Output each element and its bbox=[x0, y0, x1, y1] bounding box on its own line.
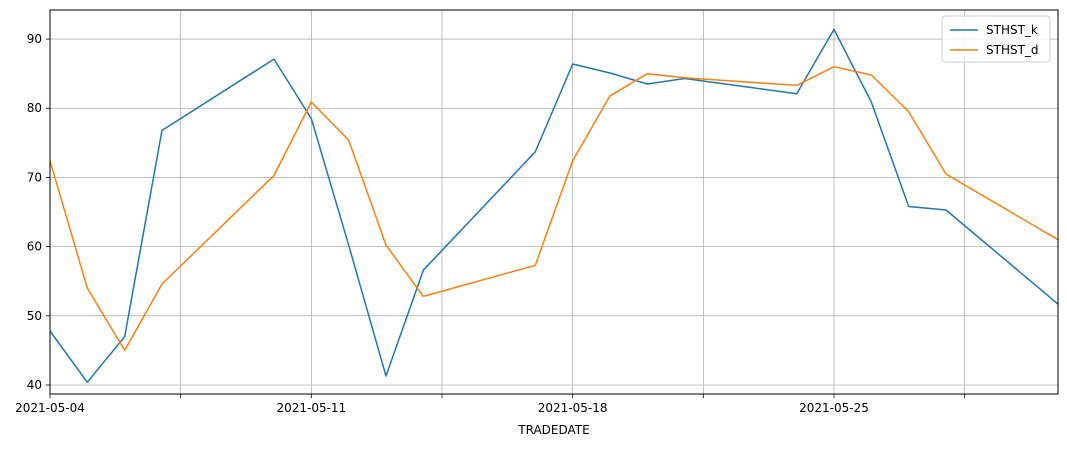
y-axis: 40 50 60 70 80 90 bbox=[27, 32, 50, 392]
x-axis: 2021-05-04 2021-05-11 2021-05-18 2021-05-25 bbox=[15, 394, 966, 415]
series-line-sthst-k bbox=[49, 28, 1059, 383]
y-tick-label: 50 bbox=[27, 309, 42, 323]
y-tick-label: 90 bbox=[27, 32, 42, 46]
x-axis-label: TRADEDATE bbox=[517, 423, 589, 437]
legend-label: STHST_k bbox=[986, 23, 1038, 37]
y-tick-label: 70 bbox=[27, 170, 42, 184]
legend-label: STHST_d bbox=[986, 43, 1039, 57]
series-layer bbox=[49, 28, 1059, 383]
legend: STHST_k STHST_d bbox=[941, 15, 1051, 63]
x-tick-label: 2021-05-04 bbox=[15, 401, 85, 415]
y-tick-label: 60 bbox=[27, 240, 42, 254]
x-tick-label: 2021-05-25 bbox=[799, 401, 869, 415]
x-tick-label: 2021-05-18 bbox=[538, 401, 608, 415]
x-tick-label: 2021-05-11 bbox=[276, 401, 346, 415]
plot-frame bbox=[49, 9, 1059, 395]
y-tick-label: 40 bbox=[27, 378, 42, 392]
series-line-sthst-d bbox=[49, 65, 1059, 352]
y-tick-label: 80 bbox=[27, 101, 42, 115]
